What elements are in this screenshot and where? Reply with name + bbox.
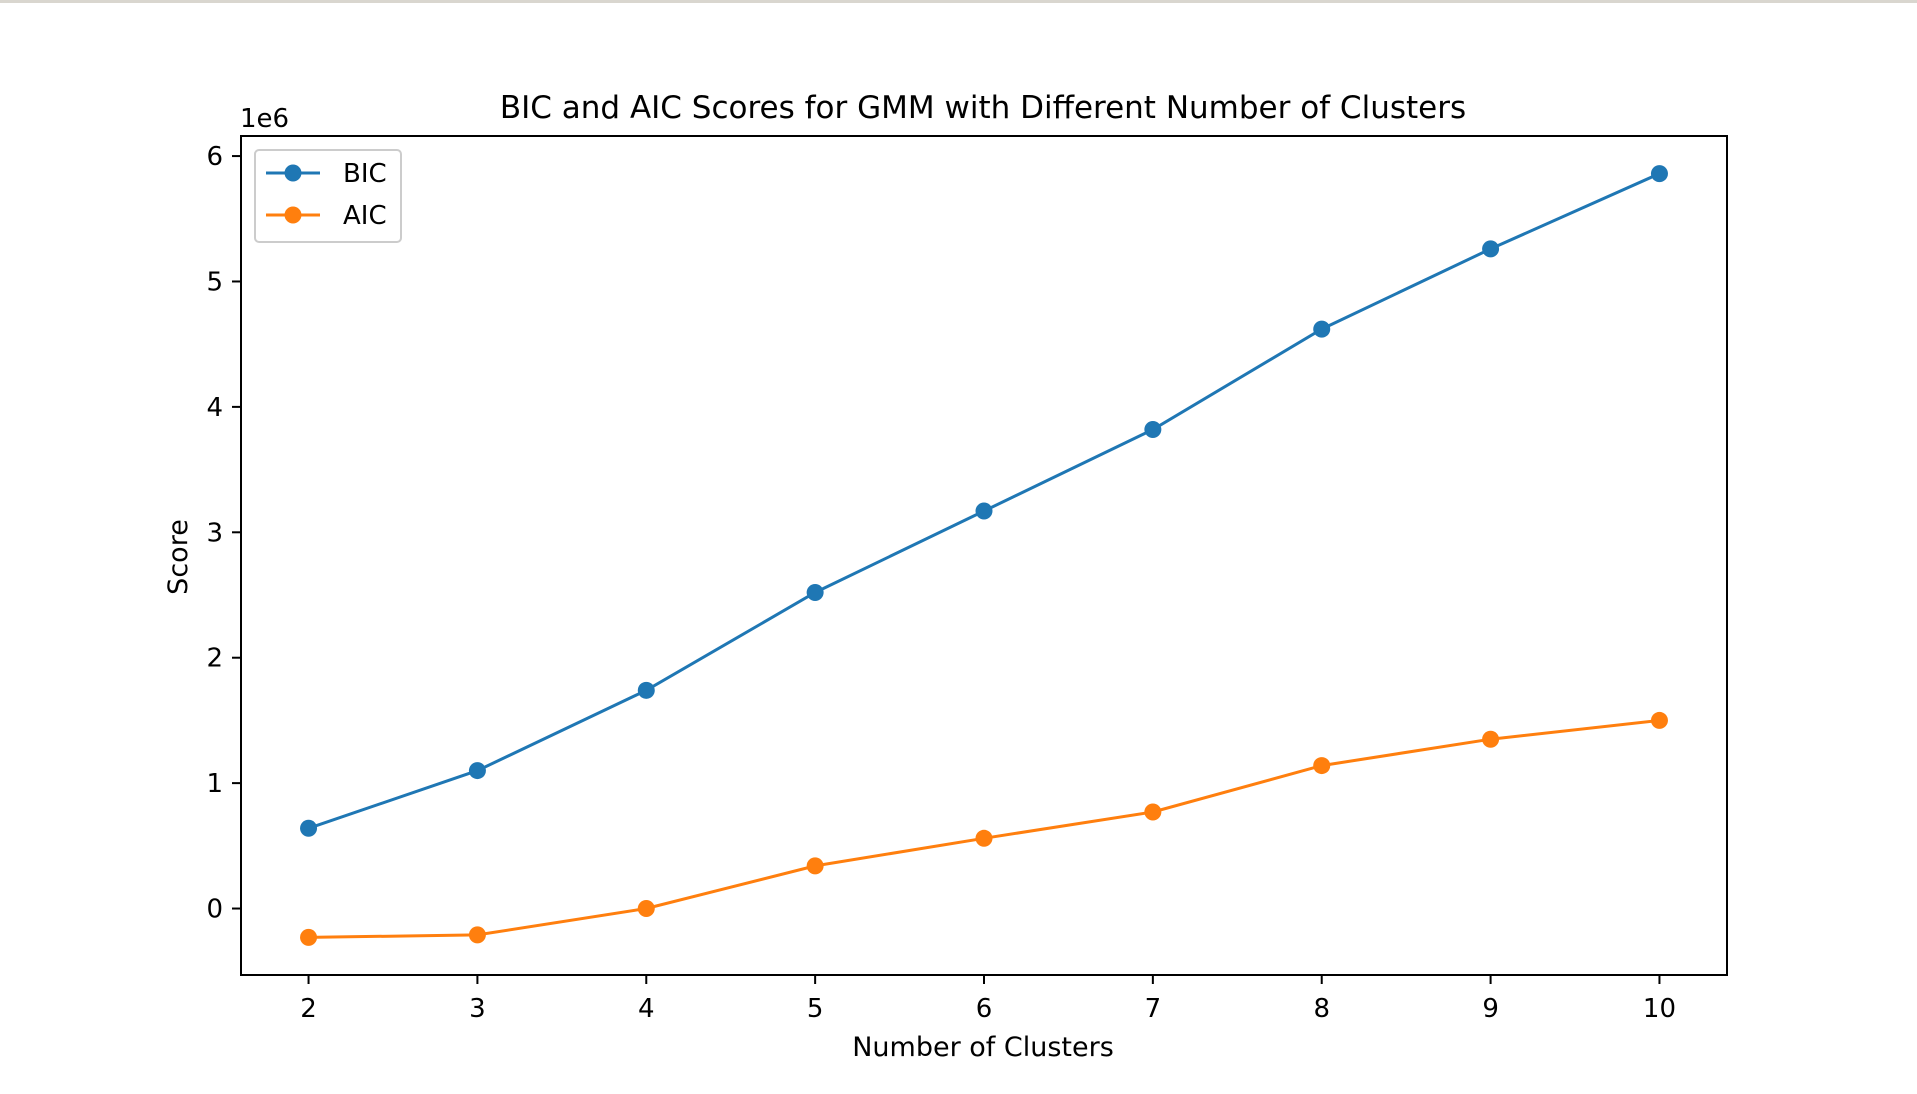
- aic-data-point: [300, 928, 318, 946]
- x-tick-label: 10: [1643, 994, 1676, 1024]
- x-tick-label: 5: [807, 994, 824, 1024]
- bic-data-point: [1313, 320, 1331, 338]
- y-tick-label: 4: [206, 393, 223, 423]
- aic-data-point: [1144, 803, 1162, 821]
- bic-data-point: [1144, 420, 1162, 438]
- x-axis-ticks: 2 3 4 5 6 7 8 9 10: [300, 975, 1676, 1024]
- x-tick-label: 3: [469, 994, 486, 1024]
- aic-data-point: [637, 900, 655, 918]
- aic-legend-label: AIC: [343, 201, 387, 231]
- y-tick-label: 5: [206, 267, 223, 297]
- bic-data-point: [637, 681, 655, 699]
- x-tick-label: 2: [300, 994, 317, 1024]
- y-tick-label: 0: [206, 895, 223, 925]
- bic-series-line: [308, 172, 1661, 830]
- aic-data-point: [1650, 711, 1668, 729]
- y-axis-ticks: 0 1 2 3 4 5 6: [206, 142, 241, 925]
- bic-data-point: [300, 819, 318, 837]
- y-axis-label: Score: [163, 519, 194, 595]
- chart-title: BIC and AIC Scores for GMM with Differen…: [500, 90, 1466, 126]
- window-top-border: [0, 0, 1917, 3]
- y-tick-label: 1: [206, 769, 223, 799]
- legend: BIC AIC: [254, 149, 402, 243]
- x-tick-label: 4: [638, 994, 655, 1024]
- bic-data-point: [975, 502, 993, 520]
- bic-data-point: [468, 762, 486, 780]
- aic-data-point: [975, 829, 993, 847]
- plot-area-frame: [240, 135, 1728, 976]
- bic-data-point: [1482, 240, 1500, 258]
- x-tick-label: 8: [1313, 994, 1330, 1024]
- bic-legend-label: BIC: [343, 159, 387, 189]
- series-layer: [300, 165, 1668, 946]
- x-tick-label: 6: [976, 994, 993, 1024]
- bic-data-point: [806, 583, 824, 601]
- y-axis-offset-label: 1e6: [240, 104, 289, 134]
- aic-data-point: [1313, 757, 1331, 775]
- bic-data-point: [1650, 165, 1668, 183]
- aic-data-point: [1482, 730, 1500, 748]
- bic-legend-marker: [284, 164, 302, 182]
- x-axis-label: Number of Clusters: [852, 1032, 1114, 1063]
- y-tick-label: 3: [206, 518, 223, 548]
- x-tick-label: 7: [1145, 994, 1162, 1024]
- aic-legend-marker: [284, 206, 302, 224]
- y-tick-label: 2: [206, 644, 223, 674]
- aic-data-point: [806, 857, 824, 875]
- aic-data-point: [468, 926, 486, 944]
- y-tick-label: 6: [206, 142, 223, 172]
- x-tick-label: 9: [1482, 994, 1499, 1024]
